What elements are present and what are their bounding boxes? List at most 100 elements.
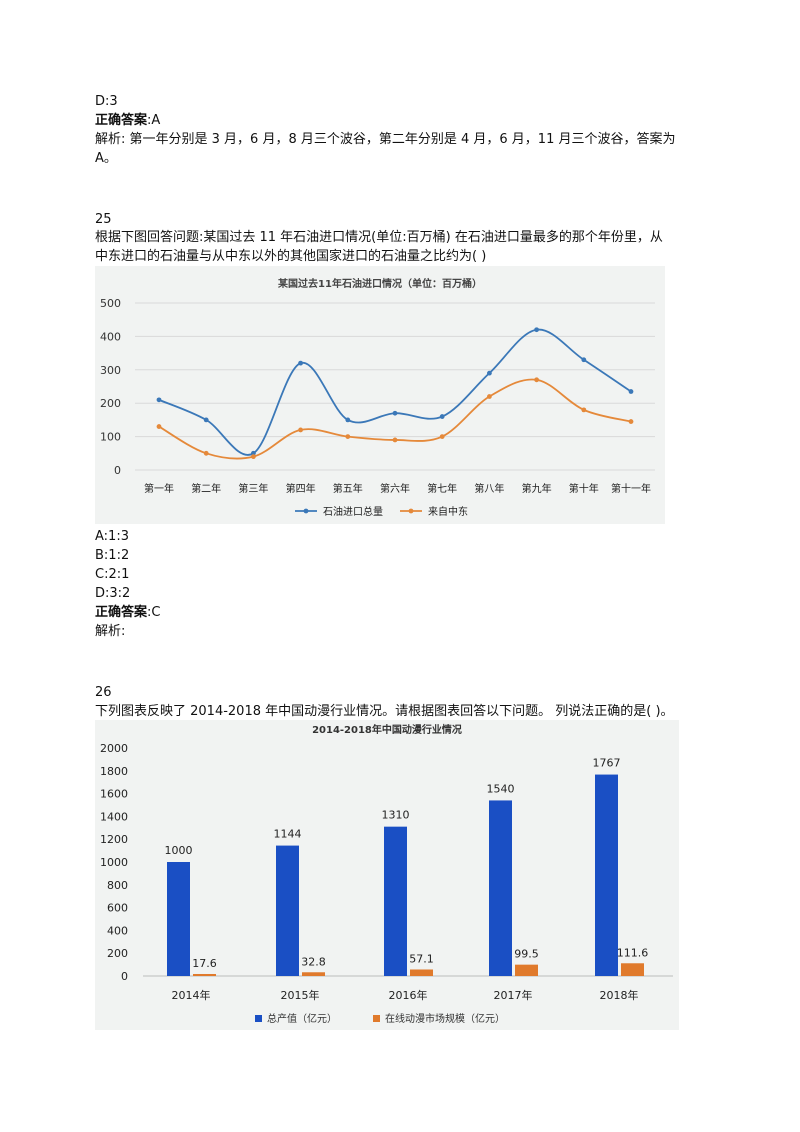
x-tick-label: 2017年 — [494, 988, 533, 1002]
y-tick-label: 0 — [114, 464, 121, 477]
y-tick-label: 100 — [100, 431, 121, 444]
bar-online-market — [621, 963, 644, 976]
legend-label: 在线动漫市场规模（亿元） — [385, 1012, 505, 1025]
legend-swatch — [255, 1015, 262, 1022]
data-label: 17.6 — [192, 957, 217, 970]
x-tick-label: 第五年 — [333, 482, 363, 495]
question-text: 下列图表反映了 2014-2018 年中国动漫行业情况。请根据图表回答以下问题。… — [95, 704, 674, 719]
y-tick-label: 2000 — [100, 742, 128, 755]
bar-total-output — [384, 826, 407, 976]
x-tick-label: 2014年 — [172, 988, 211, 1002]
y-tick-label: 400 — [100, 330, 121, 343]
legend-marker — [408, 508, 414, 514]
answer-label: 正确答案 — [95, 113, 148, 128]
bar-total-output — [595, 774, 618, 976]
series-line — [158, 328, 632, 456]
x-tick-label: 第八年 — [474, 482, 504, 495]
data-label: 1540 — [487, 782, 515, 795]
bar-online-market — [410, 969, 433, 976]
x-tick-label: 第七年 — [427, 482, 457, 495]
data-point — [487, 370, 492, 376]
data-label: 57.1 — [409, 952, 434, 965]
oil-import-chart: 某国过去11年石油进口情况（单位：百万桶） 0 100 200 300 400 500 第一年… — [95, 266, 665, 524]
data-point — [203, 450, 209, 456]
x-tick-label: 第三年 — [238, 482, 268, 495]
y-tick-label: 1400 — [100, 810, 128, 823]
answer-value: :C — [147, 605, 161, 620]
data-point — [156, 397, 162, 403]
data-point — [251, 454, 256, 460]
bar-chart-svg: 2014-2018年中国动漫行业情况 0 200 400 600 800 1000 1200 1… — [100, 723, 673, 1025]
analysis-label: 解析: — [95, 624, 126, 639]
option-b: B:1:2 — [95, 548, 130, 563]
chart-title: 某国过去11年石油进口情况（单位：百万桶） — [278, 277, 482, 290]
data-label: 32.8 — [301, 955, 326, 968]
line-chart-svg: 某国过去11年石油进口情况（单位：百万桶） 0 100 200 300 400 500 第一年… — [100, 277, 655, 518]
data-label: 111.6 — [617, 946, 649, 959]
y-tick-label: 1000 — [100, 856, 128, 869]
option-a: A:1:3 — [95, 529, 129, 544]
bar-total-output — [489, 800, 512, 976]
data-point — [298, 360, 303, 366]
data-label: 1767 — [593, 757, 621, 770]
x-tick-label: 2016年 — [389, 988, 428, 1002]
series-line — [158, 378, 632, 460]
y-tick-label: 300 — [100, 364, 121, 377]
legend-label: 来自中东 — [428, 505, 468, 518]
chart-title: 2014-2018年中国动漫行业情况 — [312, 723, 462, 736]
data-point — [203, 417, 209, 423]
data-point — [392, 437, 398, 443]
option-d: D:3 — [95, 94, 118, 109]
analysis-line-1: 解析: 第一年分别是 3 月，6 月，8 月三个波谷，第二年分别是 4 月，6 … — [95, 132, 676, 147]
x-tick-label: 第六年 — [380, 482, 410, 495]
y-tick-label: 1200 — [100, 833, 128, 846]
bar-total-output — [276, 845, 299, 976]
data-label: 1000 — [165, 844, 193, 857]
answer-label: 正确答案 — [95, 605, 148, 620]
x-tick-label: 第十一年 — [611, 482, 651, 495]
x-tick-label: 第二年 — [191, 482, 221, 495]
bar-online-market — [515, 964, 538, 976]
bar-total-output — [167, 862, 190, 976]
x-tick-label: 第四年 — [286, 482, 316, 495]
data-point — [628, 389, 634, 394]
question-text-line-1: 根据下图回答问题:某国过去 11 年石油进口情况(单位:百万桶) 在石油进口量最… — [95, 230, 663, 245]
x-tick-label: 第十年 — [569, 482, 599, 495]
data-point — [628, 419, 634, 424]
data-label: 1310 — [382, 809, 410, 822]
question-text-line-2: 中东进口的石油量与从中东以外的其他国家进口的石油量之比约为( ) — [95, 249, 487, 264]
data-label: 1144 — [274, 828, 302, 841]
analysis-line-2: A。 — [95, 151, 117, 166]
legend-label: 石油进口总量 — [323, 505, 383, 518]
y-tick-label: 500 — [100, 297, 121, 310]
y-tick-label: 1600 — [100, 788, 128, 801]
legend-label: 总产值（亿元） — [267, 1012, 337, 1025]
question-number: 26 — [95, 685, 112, 700]
y-tick-label: 0 — [121, 970, 128, 983]
option-c: C:2:1 — [95, 567, 130, 582]
x-tick-label: 第一年 — [144, 482, 174, 495]
data-point — [156, 424, 162, 429]
data-point — [487, 394, 492, 399]
legend-marker — [303, 508, 309, 514]
data-point — [392, 410, 398, 416]
data-point — [534, 327, 539, 333]
option-d: D:3:2 — [95, 586, 131, 601]
data-point — [251, 450, 256, 456]
y-tick-label: 800 — [107, 879, 128, 892]
question-number: 25 — [95, 212, 112, 227]
data-label: 99.5 — [514, 948, 539, 961]
answer-line: 正确答案:A — [95, 112, 160, 130]
data-point — [439, 414, 445, 419]
data-point — [345, 434, 351, 439]
data-point — [345, 417, 351, 423]
data-point — [534, 377, 539, 383]
bar-online-market — [193, 973, 216, 976]
data-point — [581, 357, 587, 363]
x-tick-label: 2015年 — [281, 988, 320, 1002]
data-point — [439, 434, 445, 439]
answer-line: 正确答案:C — [95, 604, 160, 622]
data-point — [581, 407, 587, 413]
y-tick-label: 400 — [107, 924, 128, 937]
answer-value: :A — [147, 113, 161, 128]
